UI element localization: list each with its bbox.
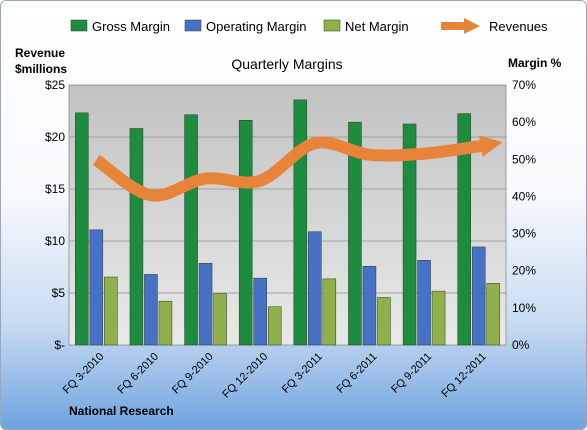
y-tick-label: $20 [45,130,65,144]
bar-operating-margin [308,231,322,346]
legend-label-revenues: Revenues [489,19,548,34]
bar-gross-margin [129,128,144,346]
bar-net-margin [377,297,391,346]
right-tick-label: 70% [512,78,536,92]
right-tick-label: 0% [512,338,530,352]
right-tick-label: 60% [512,115,536,129]
y-tick-label: $- [54,338,65,352]
y-tick-label: $5 [52,286,66,300]
right-tick-label: 50% [512,152,536,166]
y-tick-label: $25 [45,78,65,92]
bar-operating-margin [144,274,158,346]
right-axis-ticks: 0% 10% 20% 30% 40% 50% 60% 70% [512,78,536,352]
y-axis-label-line-2: $millions [15,62,67,76]
right-tick-label: 40% [512,189,536,203]
bar-net-margin [322,278,337,346]
legend-swatch-gross-margin [70,19,88,32]
bar-net-margin [267,306,282,346]
bar-net-margin [431,290,446,346]
x-tick-label: FQ 6-2010 [115,351,161,397]
bar-operating-margin [471,246,486,346]
bar-operating-margin [362,266,377,346]
bar-net-margin [213,293,227,346]
x-tick-label: FQ 3-2010 [61,351,107,397]
bar-net-margin [486,283,500,346]
right-axis-label: Margin % [508,56,562,70]
legend: Gross Margin Operating Margin Net Margin Re… [70,18,548,34]
bar-gross-margin [457,113,471,346]
legend-label-net-margin: Net Margin [345,19,409,34]
y-axis-label-line-1: Revenue [15,46,65,60]
y-tick-label: $10 [45,234,65,248]
bar-gross-margin [348,121,362,346]
bar-gross-margin [238,120,253,346]
x-axis-ticks: FQ 3-2010 FQ 6-2010 FQ 9-2010 FQ 12-2010 FQ … [61,351,489,401]
bar-operating-margin [253,277,267,346]
x-tick-label: FQ 12-2010 [220,351,270,401]
legend-label-operating-margin: Operating Margin [206,19,306,34]
right-tick-label: 10% [512,301,536,315]
left-axis-ticks: $- $5 $10 $15 $20 $25 [45,78,65,352]
right-tick-label: 30% [512,227,536,241]
legend-swatch-net-margin [323,19,341,32]
bar-net-margin [104,276,118,346]
bar-net-margin [158,300,173,346]
bar-gross-margin [184,114,198,346]
bar-gross-margin [402,123,417,346]
revenue-line [92,135,503,202]
bar-operating-margin [89,229,104,346]
x-tick-label: FQ 6-2011 [334,351,379,396]
y-tick-label: $15 [45,182,65,196]
right-tick-label: 20% [512,264,536,278]
x-tick-label: FQ 9-2010 [170,351,216,397]
x-tick-label: FQ 9-2011 [389,351,434,396]
x-tick-label: FQ 3-2011 [280,351,325,396]
bar-operating-margin [198,263,213,346]
x-tick-label: FQ 12-2011 [439,351,488,400]
bar-operating-margin [417,260,431,346]
bar-gross-margin [293,99,308,346]
legend-label-gross-margin: Gross Margin [92,19,170,34]
bar-gross-margin [75,112,89,346]
chart-title: Quarterly Margins [231,56,342,72]
source-label: National Research [69,404,174,418]
legend-swatch-operating-margin [184,19,202,32]
revenue-line-path [92,135,503,202]
bars [75,99,500,346]
